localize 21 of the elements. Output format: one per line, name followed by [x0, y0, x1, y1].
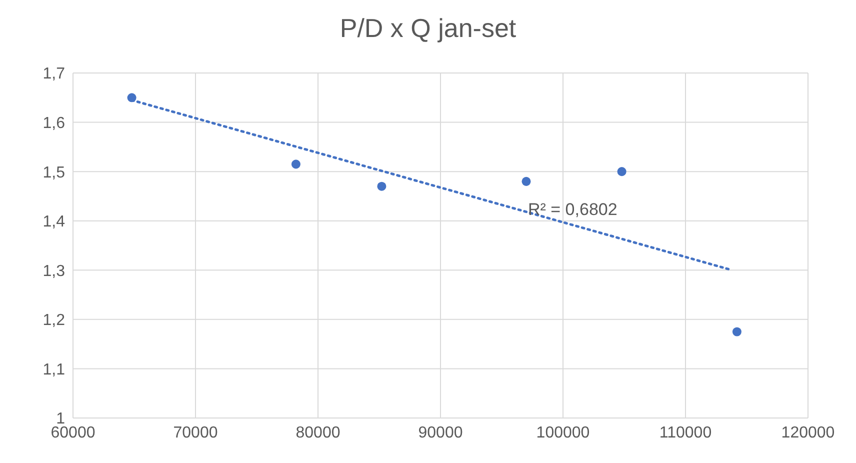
y-tick-label: 1,3 [42, 262, 66, 280]
x-tick-label: 100000 [536, 424, 590, 442]
point [522, 176, 531, 186]
x-tick-label: 80000 [296, 424, 340, 442]
x-tick-label: 120000 [781, 424, 835, 442]
y-tick-label: 1,4 [42, 214, 66, 231]
chart-title: P/D x Q jan-set [338, 12, 518, 45]
point [732, 327, 742, 336]
annotation: R² = 0,6802 [528, 200, 618, 220]
y-tick-label: 1,2 [42, 312, 66, 330]
point [617, 167, 626, 176]
point [127, 93, 136, 102]
x-tick-label: 90000 [418, 424, 463, 442]
x-tick-label: 70000 [173, 424, 218, 442]
y-tick-label: 1,1 [42, 361, 66, 378]
y-tick-label: 1,7 [42, 66, 66, 83]
y-tick-label: 1,6 [42, 114, 66, 132]
y-tick-label: 1,5 [42, 164, 66, 182]
point [377, 182, 386, 191]
x-tick-label: 110000 [659, 424, 712, 442]
point [291, 160, 300, 169]
